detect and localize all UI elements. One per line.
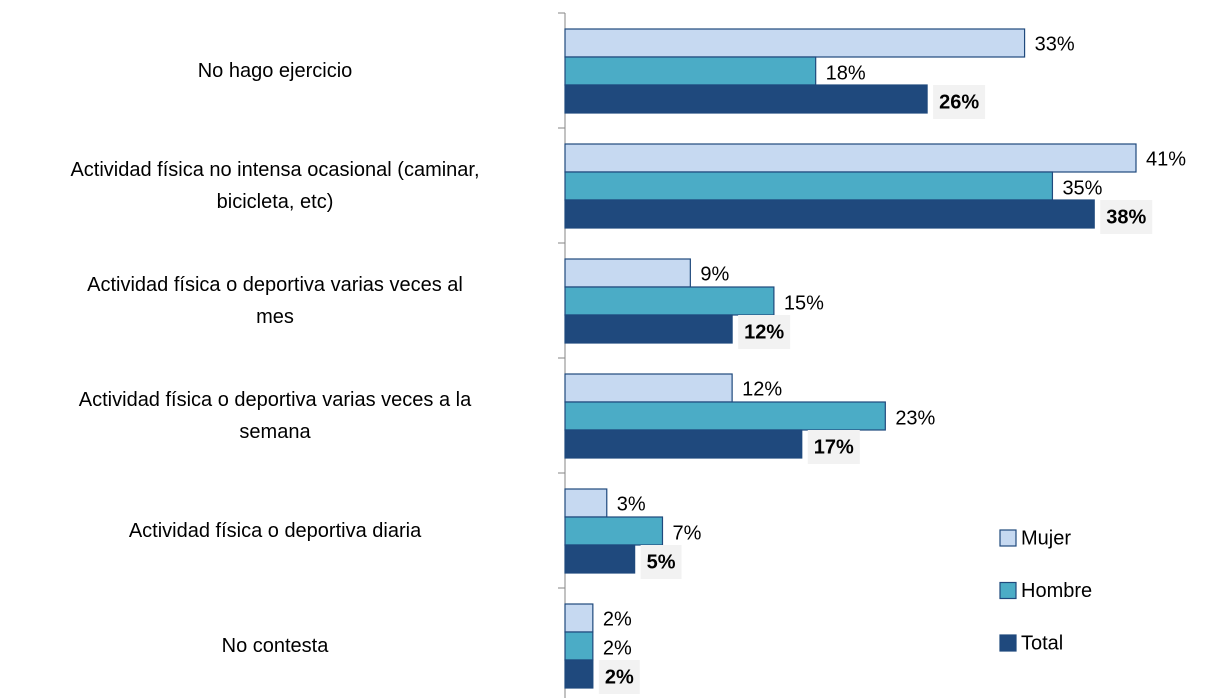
value-label: 7% (672, 522, 701, 544)
bar (564, 199, 1095, 229)
bar (564, 488, 608, 518)
value-label: 15% (784, 292, 824, 314)
value-label: 9% (700, 263, 729, 285)
legend-label: Mujer (1021, 527, 1071, 549)
value-label: 33% (1035, 33, 1075, 55)
bar (564, 258, 691, 288)
value-label-bg (640, 545, 682, 579)
category-label: Actividad física o deportiva varias vece… (87, 273, 463, 328)
bar (564, 143, 1137, 173)
bar (564, 84, 928, 114)
value-label: 26% (939, 91, 979, 113)
value-label: 12% (744, 321, 784, 343)
legend-swatch (999, 581, 1017, 600)
value-label: 3% (617, 493, 646, 515)
category-label: Actividad física o deportiva varias vece… (78, 388, 472, 443)
category-label: Actividad física o deportiva diaria (128, 519, 422, 542)
category-label: Actividad física no intensa ocasional (c… (70, 158, 480, 213)
category-label: No hago ejercicio (197, 59, 353, 82)
value-label-bg (807, 430, 860, 464)
bar (564, 659, 594, 689)
bar (564, 28, 1026, 58)
value-label: 23% (895, 407, 935, 429)
legend-label: Hombre (1021, 580, 1092, 602)
bar (564, 171, 1054, 201)
bar (564, 429, 803, 459)
value-label: 5% (647, 551, 676, 573)
value-label: 2% (603, 637, 632, 659)
bar (564, 373, 733, 403)
value-label: 17% (814, 436, 854, 458)
bar (564, 544, 636, 574)
value-label-bg (598, 660, 640, 694)
value-label: 18% (826, 62, 866, 84)
bar (564, 56, 817, 86)
value-label-bg (933, 85, 986, 119)
bar (564, 286, 775, 316)
bar (564, 401, 886, 431)
bar (564, 516, 664, 546)
legend-label: Total (1021, 632, 1063, 654)
value-label: 35% (1062, 177, 1102, 199)
value-label-bg (738, 315, 791, 349)
value-label: 2% (603, 608, 632, 630)
value-label-bg (1100, 200, 1153, 234)
value-label: 38% (1106, 206, 1146, 228)
bar (564, 603, 594, 633)
legend-swatch (999, 529, 1017, 547)
bar (564, 314, 733, 344)
legend-swatch (999, 634, 1017, 652)
category-label: No contesta (221, 634, 329, 657)
value-label: 12% (742, 378, 782, 400)
value-label: 2% (605, 666, 634, 688)
bar (564, 631, 594, 661)
value-label: 41% (1146, 148, 1186, 170)
